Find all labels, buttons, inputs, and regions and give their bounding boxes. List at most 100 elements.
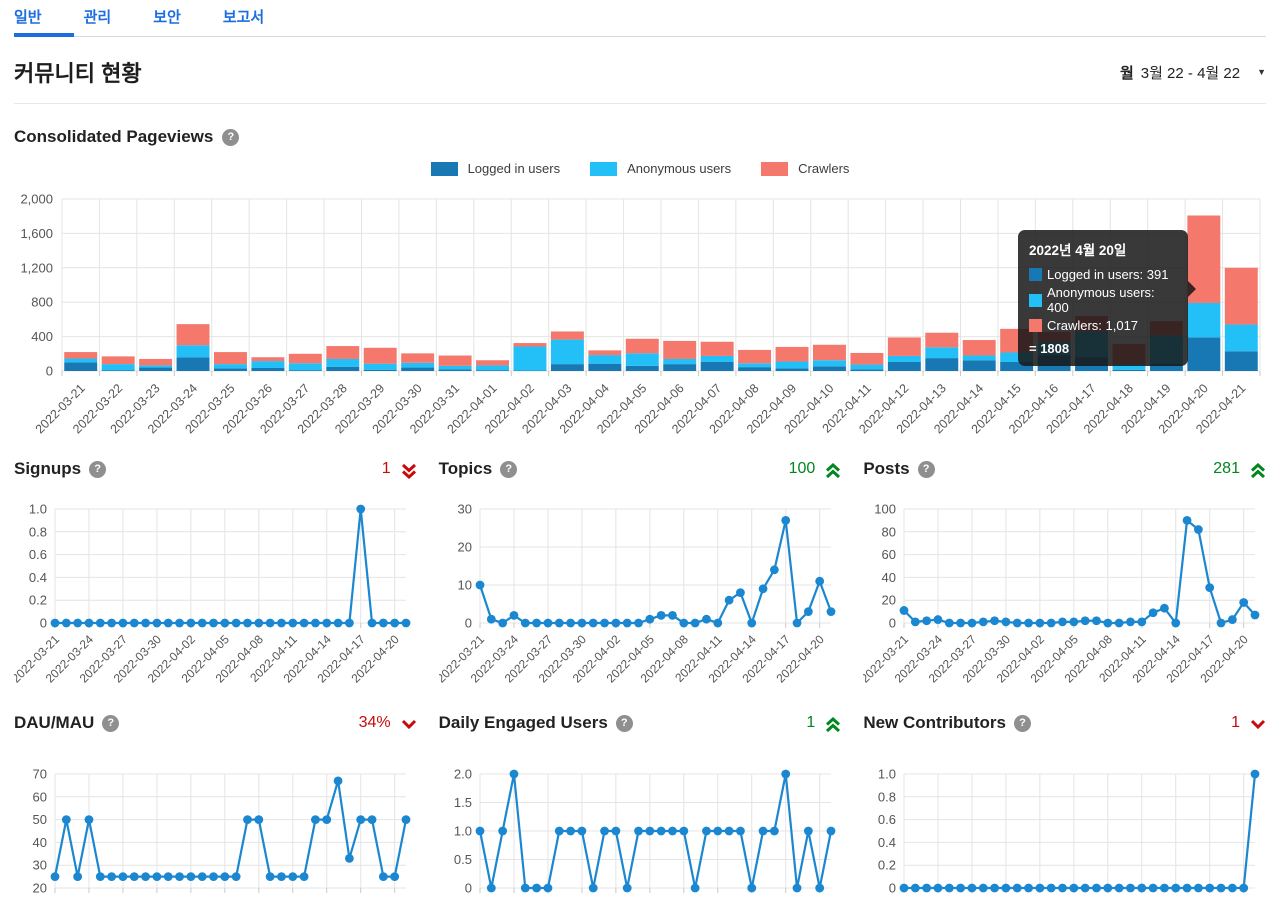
svg-text:1.0: 1.0 xyxy=(29,502,47,517)
svg-text:0: 0 xyxy=(464,881,471,896)
card-value: 1 xyxy=(806,714,815,732)
legend-label: Logged in users xyxy=(468,161,561,176)
posts-line-chart[interactable]: 0204060801002022-03-212022-03-242022-03-… xyxy=(863,483,1265,695)
legend-item-anonymous[interactable]: Anonymous users xyxy=(590,161,731,176)
trend-double-up-icon xyxy=(825,713,841,733)
tooltip-swatch xyxy=(1029,268,1042,281)
svg-text:70: 70 xyxy=(33,767,47,782)
help-icon[interactable]: ? xyxy=(222,129,239,146)
tooltip-swatch xyxy=(1029,294,1042,307)
card-value: 281 xyxy=(1213,460,1240,478)
tooltip-swatch xyxy=(1029,319,1042,332)
help-icon[interactable]: ? xyxy=(918,461,935,478)
card-title: Topics xyxy=(439,459,493,479)
svg-text:30: 30 xyxy=(457,502,471,517)
svg-text:1.0: 1.0 xyxy=(454,824,472,839)
help-icon[interactable]: ? xyxy=(1014,715,1031,732)
help-icon[interactable]: ? xyxy=(89,461,106,478)
svg-text:1.5: 1.5 xyxy=(454,795,472,810)
legend-label: Crawlers xyxy=(798,161,849,176)
card-title: DAU/MAU xyxy=(14,713,94,733)
svg-text:40: 40 xyxy=(33,835,47,850)
help-icon[interactable]: ? xyxy=(102,715,119,732)
svg-text:1.0: 1.0 xyxy=(878,767,896,782)
svg-text:0.2: 0.2 xyxy=(878,858,896,873)
svg-text:0: 0 xyxy=(46,364,53,379)
help-icon[interactable]: ? xyxy=(616,715,633,732)
chart-tooltip: 2022년 4월 20일 Logged in users: 391 Anonymo… xyxy=(1018,230,1188,366)
legend-swatch-crawlers xyxy=(761,162,788,176)
card-title: Posts xyxy=(863,459,909,479)
legend-item-crawlers[interactable]: Crawlers xyxy=(761,161,849,176)
card-title: New Contributors xyxy=(863,713,1006,733)
svg-text:60: 60 xyxy=(33,789,47,804)
signups-line-chart[interactable]: 00.20.40.60.81.02022-03-212022-03-242022… xyxy=(14,483,416,695)
svg-text:10: 10 xyxy=(457,578,471,593)
svg-text:800: 800 xyxy=(31,295,53,310)
svg-text:50: 50 xyxy=(33,812,47,827)
trend-double-up-icon xyxy=(825,459,841,479)
new-contributors-card: New Contributors ? 1 0 0.2 0.4 0.6 0.8 1.0 xyxy=(863,713,1266,902)
svg-text:100: 100 xyxy=(875,502,897,517)
svg-text:0.6: 0.6 xyxy=(878,812,896,827)
consolidated-pageviews-section: Consolidated Pageviews ? Logged in users… xyxy=(14,127,1266,453)
svg-text:1,200: 1,200 xyxy=(20,260,53,275)
chart-legend: Logged in users Anonymous users Crawlers xyxy=(14,161,1266,176)
svg-text:0: 0 xyxy=(464,616,471,631)
svg-text:0.2: 0.2 xyxy=(29,593,47,608)
tooltip-rows: Logged in users: 391 Anonymous users: 400… xyxy=(1029,267,1177,333)
svg-text:40: 40 xyxy=(882,570,896,585)
svg-text:0.5: 0.5 xyxy=(454,852,472,867)
svg-text:400: 400 xyxy=(31,329,53,344)
daily-engaged-users-line-chart[interactable]: 0 0.5 1.0 1.5 2.0 xyxy=(439,737,841,902)
chevron-down-icon: ▼ xyxy=(1257,67,1266,77)
tab-security[interactable]: 보안 xyxy=(153,6,181,36)
svg-text:0.4: 0.4 xyxy=(878,835,896,850)
svg-text:20: 20 xyxy=(457,540,471,555)
legend-swatch-logged-in xyxy=(431,162,458,176)
tooltip-row: Crawlers: 1,017 xyxy=(1029,318,1177,333)
tooltip-row: Anonymous users: 400 xyxy=(1029,285,1177,315)
new-contributors-line-chart[interactable]: 0 0.2 0.4 0.6 0.8 1.0 xyxy=(863,737,1265,902)
tab-admin[interactable]: 관리 xyxy=(84,6,112,36)
trend-double-up-icon xyxy=(1250,459,1266,479)
svg-text:30: 30 xyxy=(33,858,47,873)
svg-text:60: 60 xyxy=(882,547,896,562)
card-value: 34% xyxy=(359,714,391,732)
help-icon[interactable]: ? xyxy=(500,461,517,478)
section-title: Consolidated Pageviews xyxy=(14,127,213,147)
card-title: Daily Engaged Users xyxy=(439,713,608,733)
tooltip-row-label: Anonymous users: 400 xyxy=(1047,285,1177,315)
admin-tabs: 일반 관리 보안 보고서 xyxy=(14,0,1266,37)
page-title: 커뮤니티 현황 xyxy=(14,56,142,88)
svg-text:1,600: 1,600 xyxy=(20,226,53,241)
legend-swatch-anonymous xyxy=(590,162,617,176)
tooltip-row: Logged in users: 391 xyxy=(1029,267,1177,282)
card-value: 1 xyxy=(1231,714,1240,732)
trend-down-icon xyxy=(1250,713,1266,733)
legend-item-logged-in[interactable]: Logged in users xyxy=(431,161,561,176)
date-range-mode: 월 xyxy=(1120,62,1134,83)
card-title: Signups xyxy=(14,459,81,479)
svg-text:0.6: 0.6 xyxy=(29,547,47,562)
date-range-selector[interactable]: 월 3월 22 - 4월 22 ▼ xyxy=(1120,62,1266,83)
tab-general[interactable]: 일반 xyxy=(14,6,42,36)
svg-text:0.8: 0.8 xyxy=(29,524,47,539)
tab-reports[interactable]: 보고서 xyxy=(223,6,264,36)
svg-text:2.0: 2.0 xyxy=(454,767,472,782)
svg-text:0.8: 0.8 xyxy=(878,789,896,804)
svg-text:0: 0 xyxy=(889,881,896,896)
daily-engaged-users-card: Daily Engaged Users ? 1 0 0.5 1.0 1.5 2.0 xyxy=(439,713,842,902)
topics-line-chart[interactable]: 01020302022-03-212022-03-242022-03-27202… xyxy=(439,483,841,695)
tooltip-date: 2022년 4월 20일 xyxy=(1029,239,1177,259)
tooltip-total: = 1808 xyxy=(1029,341,1177,356)
tooltip-row-label: Crawlers: 1,017 xyxy=(1047,318,1138,333)
tooltip-row-label: Logged in users: 391 xyxy=(1047,267,1168,282)
trend-double-down-icon xyxy=(401,459,417,479)
svg-text:0.4: 0.4 xyxy=(29,570,47,585)
svg-text:0: 0 xyxy=(40,616,47,631)
